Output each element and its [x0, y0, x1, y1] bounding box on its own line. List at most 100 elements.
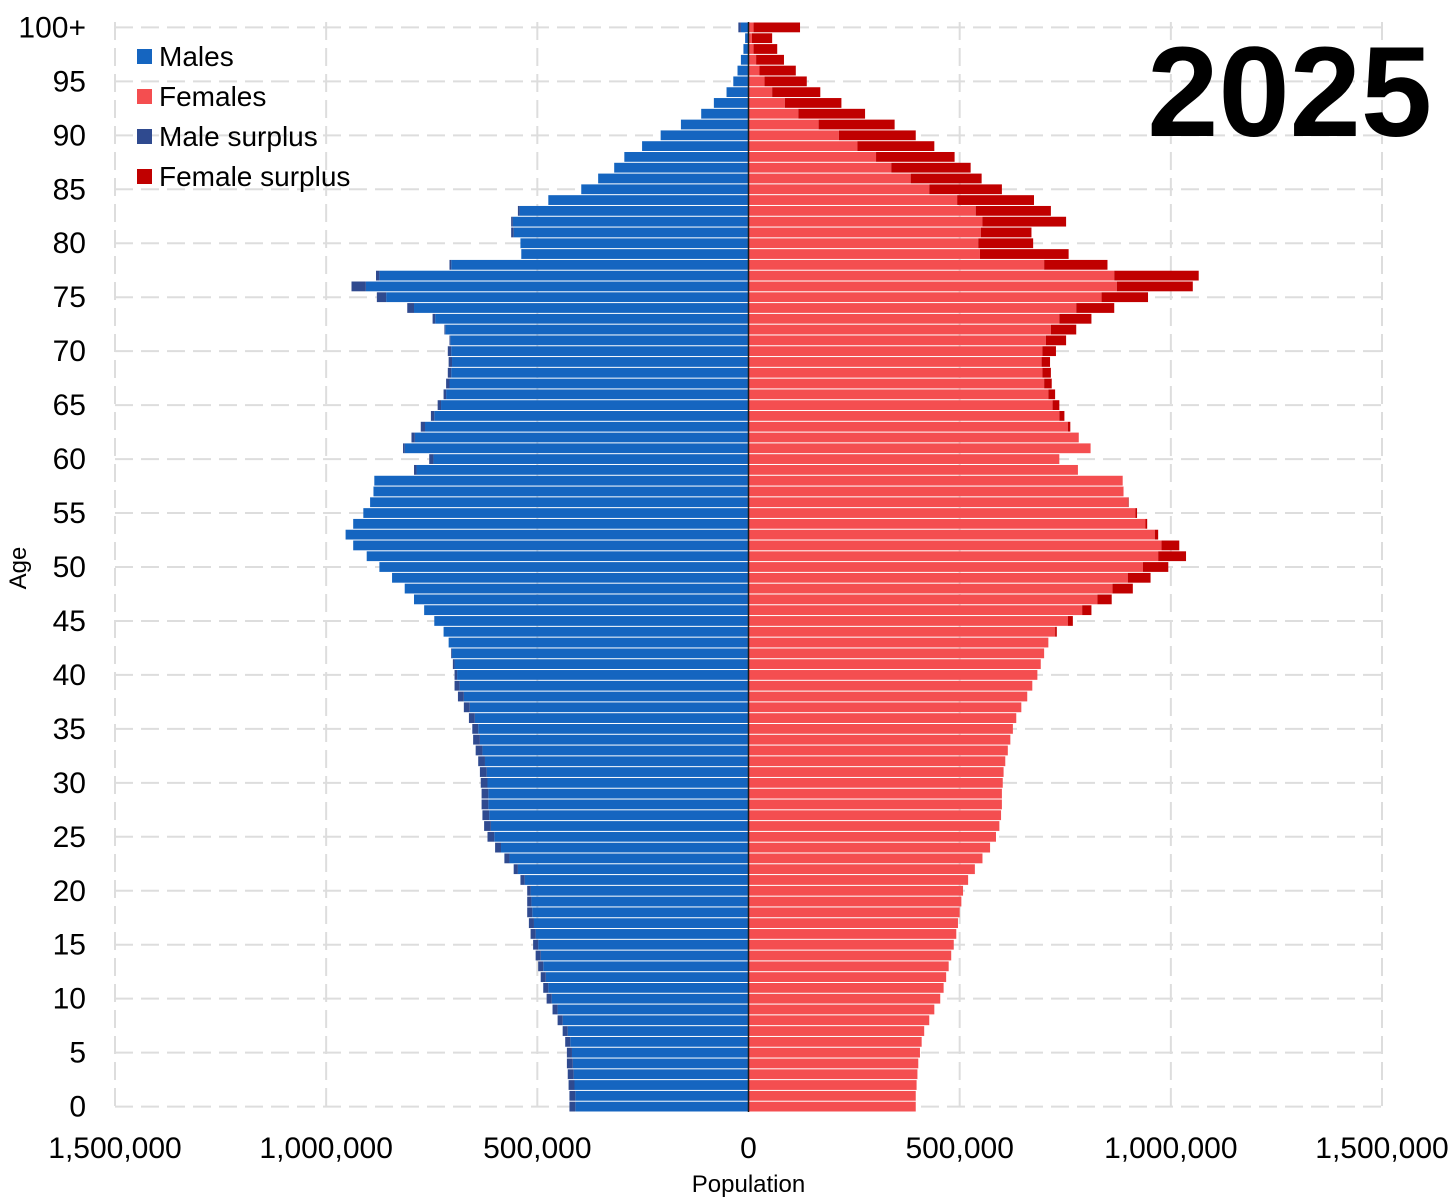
y-tick-label: 10 — [53, 983, 86, 1016]
female-bar — [748, 195, 958, 205]
male-surplus-bar — [495, 842, 502, 853]
x-tick-label: 500,000 — [905, 1132, 1013, 1165]
male-surplus-bar — [473, 734, 480, 745]
male-bar — [570, 1036, 749, 1047]
male-bar — [513, 227, 749, 238]
legend-label: Female surplus — [159, 161, 350, 192]
male-bar — [701, 108, 749, 119]
male-bar — [452, 357, 749, 367]
male-bar — [642, 141, 749, 152]
male-bar — [713, 98, 749, 108]
male-bar — [484, 756, 749, 767]
y-axis-title: Age — [5, 547, 32, 590]
female-bar — [748, 1036, 922, 1047]
female-bar — [748, 680, 1033, 691]
male-bar — [538, 939, 749, 950]
male-bar — [524, 875, 749, 885]
female-surplus-bar — [1127, 572, 1151, 583]
female-surplus-bar — [784, 98, 842, 108]
male-surplus-bar — [447, 367, 452, 378]
female-bar — [748, 1058, 919, 1069]
male-bar — [743, 44, 749, 54]
male-surplus-bar — [463, 702, 470, 713]
y-tick-label: 55 — [53, 497, 86, 530]
female-bar — [748, 605, 1083, 616]
male-bar — [379, 562, 749, 572]
male-bar — [740, 22, 749, 33]
male-surplus-bar — [481, 799, 489, 810]
female-bar — [748, 842, 991, 853]
male-surplus-bar — [454, 680, 460, 691]
male-bar — [457, 670, 749, 680]
female-bar — [748, 885, 964, 896]
female-surplus-bar — [957, 195, 1034, 205]
female-bar — [748, 702, 1022, 713]
male-surplus-bar — [543, 982, 549, 993]
male-bar — [424, 605, 749, 616]
male-bar — [373, 486, 749, 497]
female-surplus-bar — [1145, 518, 1148, 529]
male-bar — [567, 1026, 749, 1036]
male-surplus-bar — [376, 270, 380, 281]
male-bar — [424, 421, 749, 432]
male-bar — [451, 367, 749, 378]
male-surplus-bar — [376, 292, 387, 303]
male-bar — [740, 54, 749, 65]
female-bar — [748, 950, 952, 961]
female-bar — [748, 1101, 916, 1112]
male-bar — [575, 1090, 749, 1101]
male-surplus-bar — [527, 907, 533, 918]
y-tick-label: 75 — [53, 281, 86, 314]
female-bar — [748, 475, 1123, 486]
female-bar — [748, 227, 981, 238]
female-bar — [748, 691, 1028, 702]
female-surplus-bar — [1082, 605, 1092, 616]
male-bar — [519, 205, 749, 216]
x-tick-label: 1,500,000 — [48, 1132, 181, 1165]
male-bar — [571, 1047, 749, 1058]
male-bar — [454, 659, 749, 670]
female-surplus-bar — [1041, 357, 1051, 367]
female-bar — [748, 411, 1060, 421]
female-surplus-bar — [975, 205, 1051, 216]
female-bar — [748, 281, 1117, 292]
female-surplus-bar — [772, 87, 821, 98]
male-bar — [486, 767, 749, 777]
female-bar — [748, 767, 1004, 777]
male-bar — [489, 810, 749, 821]
male-bar — [434, 616, 749, 626]
female-surplus-bar — [764, 76, 807, 87]
legend-swatch — [137, 169, 152, 184]
female-surplus-bar — [1142, 562, 1169, 572]
bars-layer — [345, 22, 1199, 1112]
female-bar — [748, 1004, 935, 1015]
male-surplus-bar — [562, 1026, 568, 1036]
male-surplus-bar — [513, 864, 518, 875]
male-surplus-bar — [511, 227, 514, 238]
male-bar — [469, 702, 749, 713]
female-bar — [748, 108, 799, 119]
male-surplus-bar — [530, 929, 536, 939]
female-bar — [748, 249, 980, 259]
y-tick-label: 100+ — [18, 11, 86, 44]
male-surplus-bar — [430, 411, 435, 421]
female-surplus-bar — [1042, 367, 1051, 378]
female-surplus-bar — [1055, 626, 1057, 637]
male-bar — [386, 292, 749, 303]
male-bar — [548, 195, 749, 205]
female-bar — [748, 44, 754, 54]
male-bar — [598, 173, 749, 184]
male-bar — [680, 119, 749, 130]
male-bar — [614, 162, 749, 173]
female-bar — [748, 367, 1043, 378]
x-tick-label: 1,500,000 — [1315, 1132, 1448, 1165]
female-bar — [748, 939, 954, 950]
female-bar — [748, 659, 1041, 670]
male-bar — [490, 821, 749, 831]
female-bar — [748, 378, 1045, 389]
female-surplus-bar — [1154, 529, 1159, 540]
female-bar — [748, 594, 1098, 605]
male-bar — [624, 152, 749, 162]
male-surplus-bar — [403, 443, 405, 454]
female-bar — [748, 54, 757, 65]
